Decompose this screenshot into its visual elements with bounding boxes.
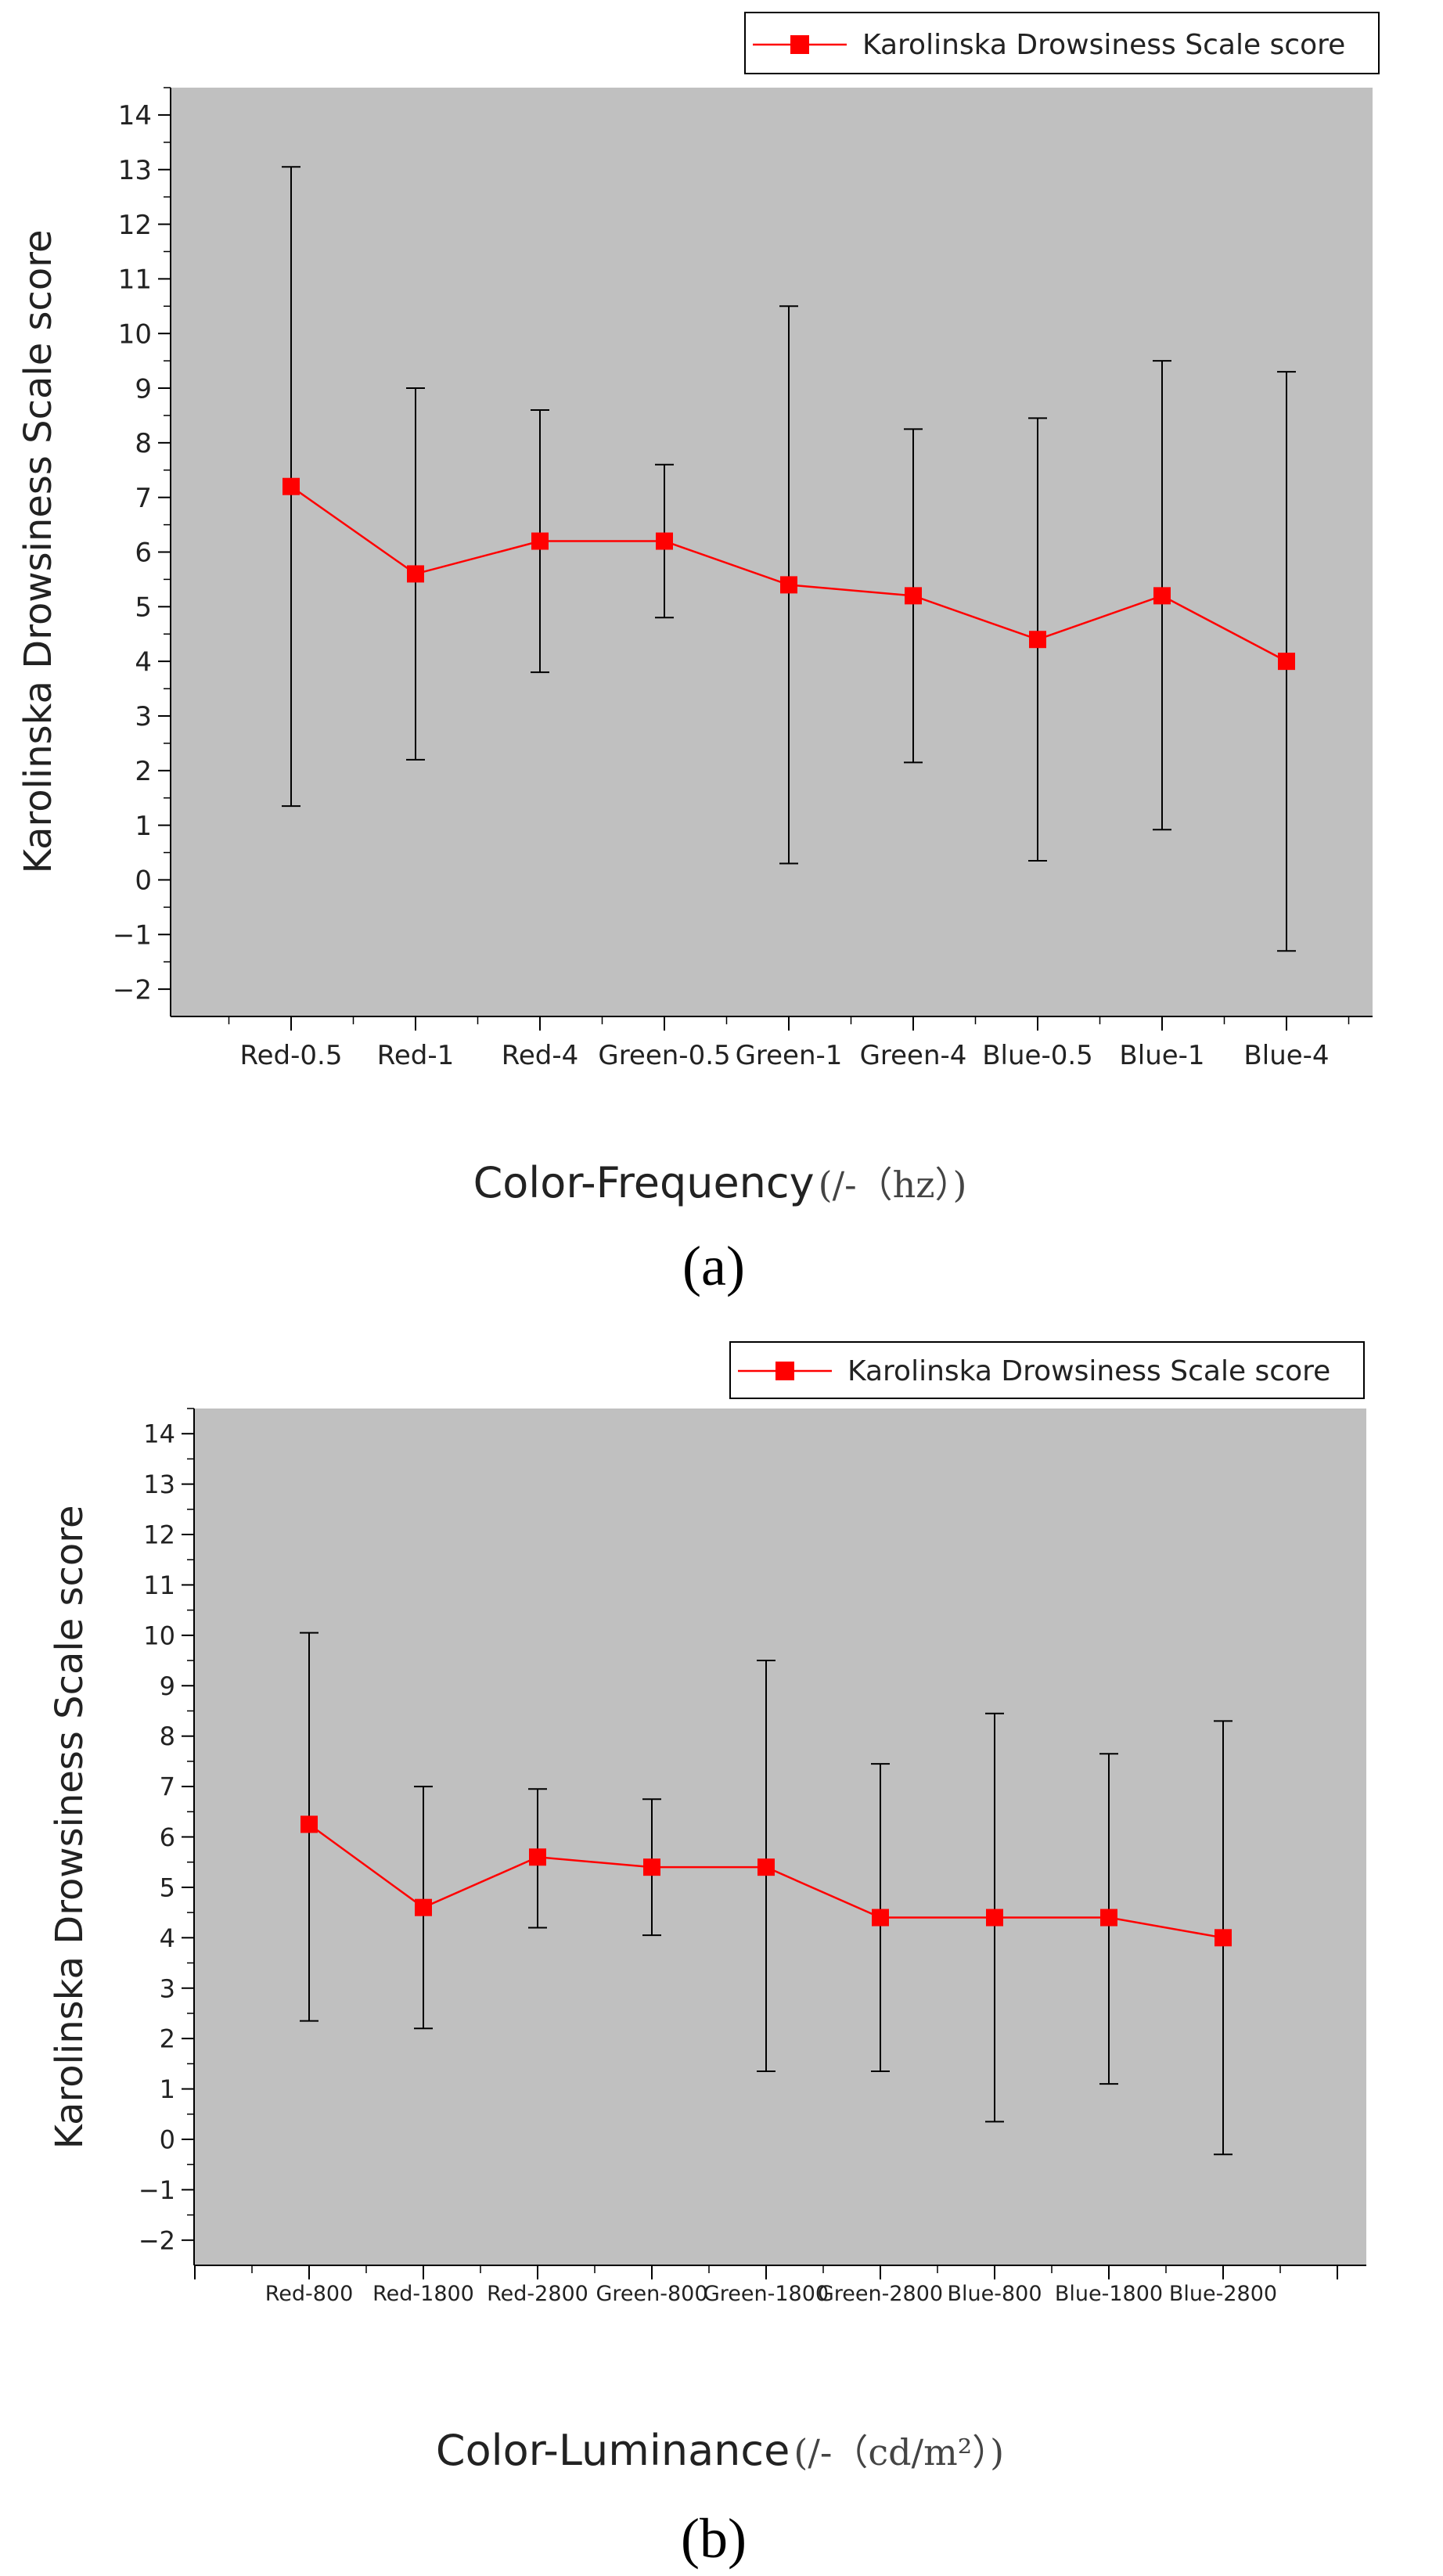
x-tick-label: Blue-800 [947, 2282, 1042, 2306]
x-ticks: Red-800 Red-1800 Red-2800 Green-800Green-18… [194, 2265, 1338, 2306]
x-tick-label: Blue-4 [1243, 1040, 1329, 1071]
data-point [1153, 587, 1171, 605]
x-tick-label: Blue-2800 [1169, 2282, 1277, 2306]
x-axis-label-unit: (/-（cd/m²）) [793, 2431, 1004, 2473]
data-point [531, 532, 549, 550]
data-point [282, 477, 300, 495]
data-point [1278, 653, 1295, 671]
y-tick-label: 5 [135, 592, 152, 624]
y-tick-label: −2 [139, 2225, 175, 2255]
y-tick-label: 13 [143, 1470, 175, 1499]
x-tick-label: Red-1800 [372, 2282, 474, 2306]
y-tick-label: 4 [135, 646, 152, 678]
y-tick-label: 1 [160, 2074, 175, 2104]
plot-area [171, 88, 1373, 1016]
legend-box [729, 1341, 1365, 1399]
x-axis-label: Color-Luminance (/-（cd/m²）) [436, 2426, 1004, 2475]
y-tick-label: 8 [160, 1722, 175, 1751]
x-axis-label-text: Color-Luminance [436, 2426, 790, 2475]
x-axis-label: Color-Frequency (/-（hz）) [473, 1158, 967, 1207]
plot-area [194, 1409, 1366, 2265]
x-tick-label: Green-1800 [704, 2282, 829, 2306]
y-tick-label: 11 [143, 1570, 175, 1600]
data-point [300, 1815, 318, 1833]
y-tick-label: 1 [135, 811, 152, 842]
data-point [1214, 1929, 1232, 1947]
y-tick-label: 14 [118, 100, 152, 131]
x-tick-label: Blue-1800 [1055, 2282, 1163, 2306]
y-tick-label: 8 [135, 428, 152, 459]
y-tick-label: 5 [160, 1873, 175, 1902]
data-point [905, 587, 922, 605]
data-point [986, 1909, 1003, 1927]
y-tick-label: 6 [135, 538, 152, 569]
x-tick-label: Red-0.5 [240, 1040, 343, 1071]
y-tick-label: 7 [160, 1772, 175, 1802]
y-tick-label: 11 [118, 264, 152, 296]
y-tick-label: −1 [113, 920, 152, 952]
y-tick-label: −2 [113, 974, 152, 1006]
y-tick-label: 10 [143, 1621, 175, 1650]
legend-box [744, 12, 1380, 74]
y-tick-label: 9 [135, 373, 152, 405]
data-point [1100, 1909, 1117, 1927]
x-tick-label: Green-4 [860, 1040, 967, 1071]
x-tick-label: Green-800 [596, 2282, 707, 2306]
y-axis-label: Karolinska Drowsiness Scale score [48, 1505, 92, 2149]
legend-marker-sample [775, 1362, 794, 1380]
legend: Karolinska Drowsiness Scale score [729, 1341, 1365, 1399]
x-tick-label: Green-2800 [818, 2282, 943, 2306]
panel-label-a: (a) [682, 1235, 745, 1297]
y-tick-label: 6 [160, 1822, 175, 1852]
x-tick-label: Blue-0.5 [982, 1040, 1093, 1071]
data-point [656, 532, 673, 550]
x-tick-label: Green-1 [736, 1040, 843, 1071]
data-points [282, 477, 1295, 671]
y-tick-label: 4 [160, 1923, 175, 1953]
y-tick-label: 3 [135, 701, 152, 732]
y-axis-label: Karolinska Drowsiness Scale score [16, 229, 60, 873]
x-tick-label: Red-1 [377, 1040, 455, 1071]
data-point [407, 565, 424, 583]
legend-label: Karolinska Drowsiness Scale score [862, 29, 1345, 61]
x-tick-label: Red-4 [502, 1040, 579, 1071]
y-tick-label: 12 [118, 210, 152, 241]
x-tick-label: Red-2800 [487, 2282, 588, 2306]
data-point [1029, 631, 1046, 649]
y-tick-label: 2 [135, 756, 152, 787]
y-tick-label: 0 [160, 2124, 175, 2154]
x-tick-label: Red-800 [265, 2282, 354, 2306]
y-tick-label: −1 [139, 2175, 175, 2205]
y-tick-label: 0 [135, 865, 152, 897]
x-axis-label-unit: (/-（hz）) [819, 1164, 967, 1206]
data-point [780, 576, 797, 594]
y-tick-label: 9 [160, 1671, 175, 1701]
y-tick-label: 10 [118, 318, 152, 350]
data-point [872, 1909, 889, 1927]
y-tick-label: 2 [160, 2024, 175, 2054]
data-point [415, 1898, 432, 1916]
panel-label-b: (b) [681, 2507, 747, 2570]
y-tick-label: 3 [160, 1973, 175, 2003]
data-points [300, 1815, 1232, 1947]
y-tick-label: 7 [135, 483, 152, 514]
y-tick-label: 13 [118, 155, 152, 186]
data-point [643, 1858, 660, 1876]
y-tick-label: 12 [143, 1520, 175, 1550]
legend-label: Karolinska Drowsiness Scale score [847, 1355, 1330, 1387]
x-tick-label: Green-0.5 [598, 1040, 730, 1071]
x-ticks: Red-0.5 Red-1 Red-4 Green-0.5 Green-1 Green-4… [228, 1016, 1350, 1071]
y-tick-label: 14 [143, 1419, 175, 1449]
x-tick-label: Blue-1 [1119, 1040, 1204, 1071]
data-point [529, 1848, 546, 1866]
legend-marker-sample [790, 35, 809, 54]
legend: Karolinska Drowsiness Scale score [744, 12, 1380, 74]
data-point [757, 1858, 775, 1876]
x-axis-label-text: Color-Frequency [473, 1158, 815, 1207]
